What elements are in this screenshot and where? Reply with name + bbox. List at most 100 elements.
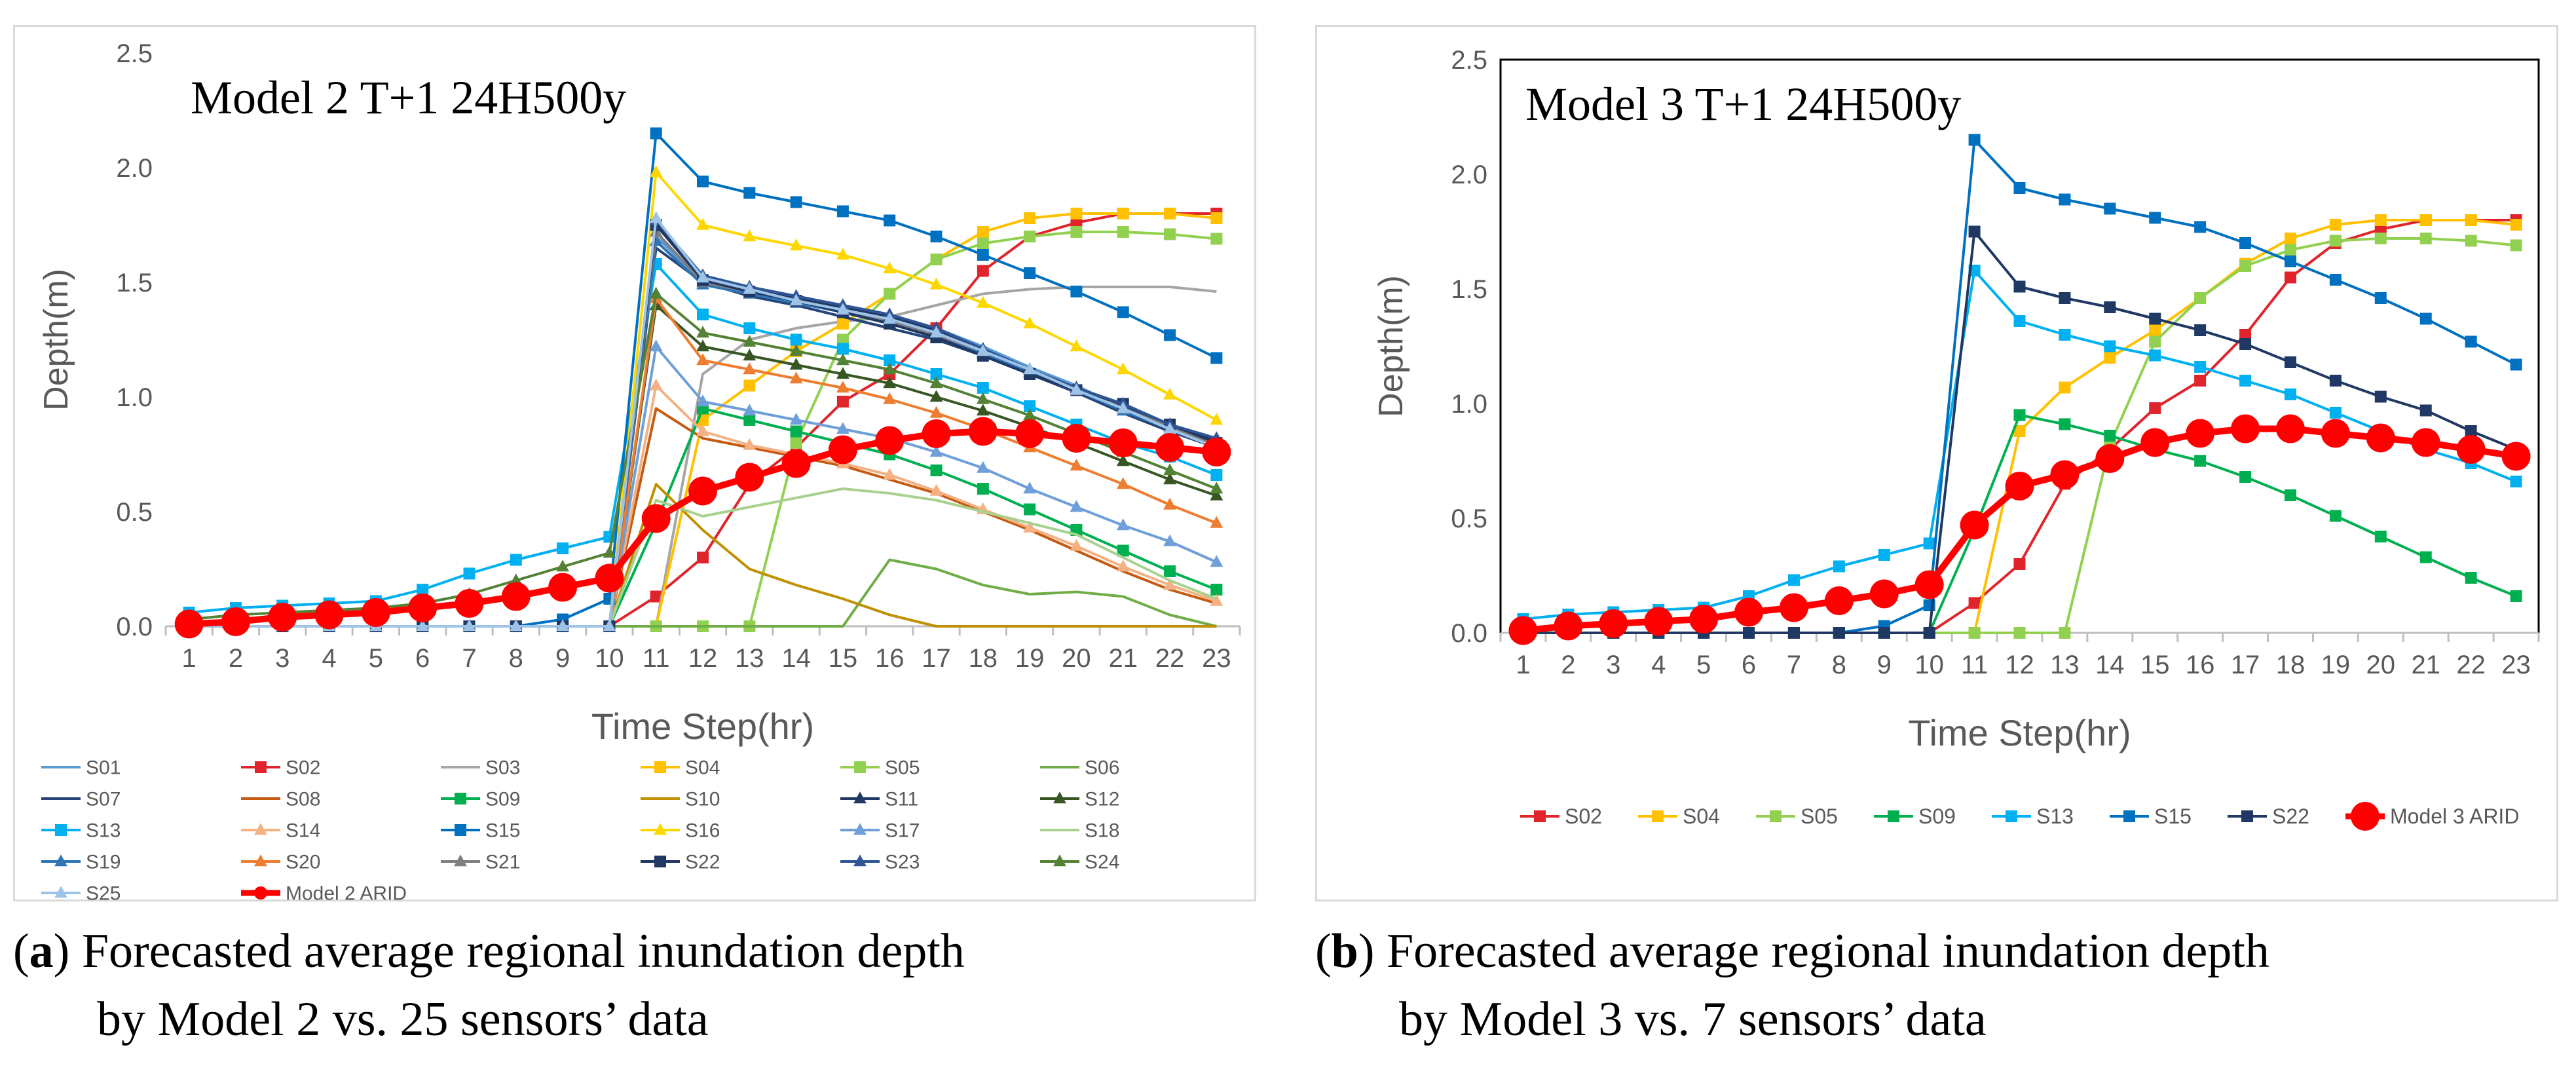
a-point-S15-14 — [790, 196, 802, 208]
a-point-S24-11 — [649, 286, 663, 299]
a-point-S24-8 — [509, 573, 523, 586]
a-legend-label-Model 2 ARID: Model 2 ARID — [286, 883, 407, 905]
a-point-S05-20 — [1070, 226, 1083, 238]
b-point-S13-10 — [1923, 537, 1935, 550]
a-point-S16-16 — [883, 261, 897, 274]
b-point-S09-14 — [2104, 430, 2116, 442]
b-point-S22-6 — [1743, 627, 1755, 639]
a-xtick-21: 22 — [1155, 644, 1185, 673]
a-point-S17-14 — [789, 413, 803, 425]
b-legend-item-Model 3 ARID: Model 3 ARID — [2345, 802, 2519, 831]
a-legend-marker-S04 — [654, 761, 666, 773]
a-point-S04-18 — [977, 226, 989, 238]
b-point-S02-16 — [2194, 375, 2207, 387]
b-xtick-17: 18 — [2276, 651, 2305, 679]
a-point-S25-22 — [1163, 422, 1176, 434]
a-xtick-5: 6 — [415, 644, 430, 673]
a-legend-marker-S12 — [1053, 791, 1066, 804]
a-point-S24-14 — [789, 344, 803, 356]
a-point-Model 2 ARID-4 — [314, 600, 344, 630]
a-legend-item-S06: S06 — [1040, 757, 1119, 779]
b-point-S05-20 — [2374, 233, 2387, 244]
a-legend-item-Model 2 ARID: Model 2 ARID — [241, 883, 407, 905]
a-point-Model 2 ARID-18 — [968, 417, 998, 446]
a-point-S25-17 — [929, 326, 943, 338]
a-xtick-14: 15 — [829, 644, 858, 673]
b-point-S22-15 — [2149, 312, 2161, 325]
a-point-Model 2 ARID-17 — [922, 419, 951, 448]
a-legend-item-S24: S24 — [1040, 852, 1119, 873]
a-legend-label-S13: S13 — [86, 820, 121, 842]
b-point-S09-12 — [2013, 409, 2026, 421]
b-point-S05-15 — [2149, 335, 2161, 348]
b-legend-label-S04: S04 — [1683, 805, 1720, 828]
a-point-S02-12 — [697, 552, 709, 563]
a-legend-item-S05: S05 — [840, 757, 920, 779]
a-point-S13-18 — [977, 382, 989, 394]
a-legend-label-S11: S11 — [885, 789, 918, 810]
b-xtick-16: 17 — [2231, 651, 2260, 679]
a-point-S16-19 — [1023, 316, 1037, 329]
a-legend-marker-S02 — [255, 761, 267, 773]
a-point-S25-8 — [509, 619, 523, 632]
a-point-S16-20 — [1070, 339, 1083, 352]
a-legend-item-S22: S22 — [641, 852, 720, 873]
chart-model-3: 0.00.51.01.52.02.51 2 3 4 5 6 7 8 9 10 11 12 13 14 15 1… — [1372, 46, 2540, 831]
b-point-S04-13 — [2059, 381, 2071, 394]
a-point-Model 2 ARID-5 — [361, 598, 390, 627]
b-legend-marker-S04 — [1652, 810, 1664, 822]
a-point-S24-15 — [836, 353, 849, 366]
b-point-Model 3 ARID-16 — [2186, 419, 2215, 448]
a-point-S15-11 — [650, 127, 662, 140]
b-ytick-3: 1.5 — [1451, 275, 1487, 304]
b-point-S15-17 — [2239, 237, 2252, 249]
a-legend-label-S12: S12 — [1085, 789, 1119, 810]
a-point-S05-23 — [1210, 233, 1223, 245]
a-point-S25-20 — [1070, 383, 1083, 395]
a-point-S13-17 — [930, 368, 943, 380]
a-point-S14-12 — [696, 424, 709, 436]
a-point-S14-16 — [883, 468, 897, 480]
b-xtick-20: 21 — [2411, 651, 2440, 679]
a-ytick-1: 0.5 — [116, 498, 153, 527]
a-xtick-0: 1 — [182, 644, 196, 673]
b-legend-label-S02: S02 — [1565, 805, 1602, 828]
a-legend-marker-S16 — [654, 823, 667, 835]
b-point-S22-12 — [2013, 280, 2026, 293]
a-legend-item-S02: S02 — [241, 757, 320, 779]
a-xtick-1: 2 — [229, 644, 243, 673]
b-point-S13-17 — [2239, 375, 2252, 387]
a-legend-item-S13: S13 — [41, 820, 121, 842]
a-point-Model 2 ARID-14 — [781, 449, 811, 478]
a-point-S25-13 — [743, 282, 756, 294]
a-point-S15-21 — [1117, 306, 1129, 318]
b-legend-item-S02: S02 — [1520, 805, 1602, 828]
a-ylabel: Depth(m) — [37, 269, 75, 411]
a-point-Model 2 ARID-16 — [875, 426, 905, 455]
a-point-S16-11 — [649, 165, 663, 178]
b-point-S15-20 — [2374, 292, 2387, 304]
b-point-S15-14 — [2104, 202, 2116, 215]
a-legend-item-S25: S25 — [41, 883, 121, 905]
a-legend-item-S14: S14 — [241, 820, 320, 842]
b-line-S09 — [1523, 413, 2517, 634]
a-point-S04-19 — [1024, 212, 1036, 224]
a-point-S14-19 — [1023, 520, 1037, 533]
b-xtick-14: 15 — [2140, 651, 2170, 679]
b-point-S04-12 — [2013, 425, 2026, 437]
b-point-S02-12 — [2013, 558, 2026, 570]
a-point-S20-12 — [696, 353, 709, 366]
b-xtick-3: 4 — [1651, 651, 1666, 679]
b-point-Model 3 ARID-14 — [2095, 444, 2125, 473]
b-point-S05-18 — [2284, 244, 2296, 256]
a-point-S16-12 — [696, 218, 709, 230]
a-point-S12-23 — [1210, 488, 1223, 501]
b-point-Model 3 ARID-4 — [1644, 607, 1673, 636]
b-xtick-2: 3 — [1606, 651, 1620, 679]
b-point-Model 3 ARID-7 — [1779, 593, 1808, 622]
a-point-S17-15 — [836, 422, 849, 434]
b-xtick-18: 19 — [2321, 651, 2351, 679]
b-point-S09-22 — [2465, 572, 2477, 584]
a-point-S16-23 — [1210, 413, 1223, 425]
b-point-Model 3 ARID-8 — [1824, 586, 1854, 615]
